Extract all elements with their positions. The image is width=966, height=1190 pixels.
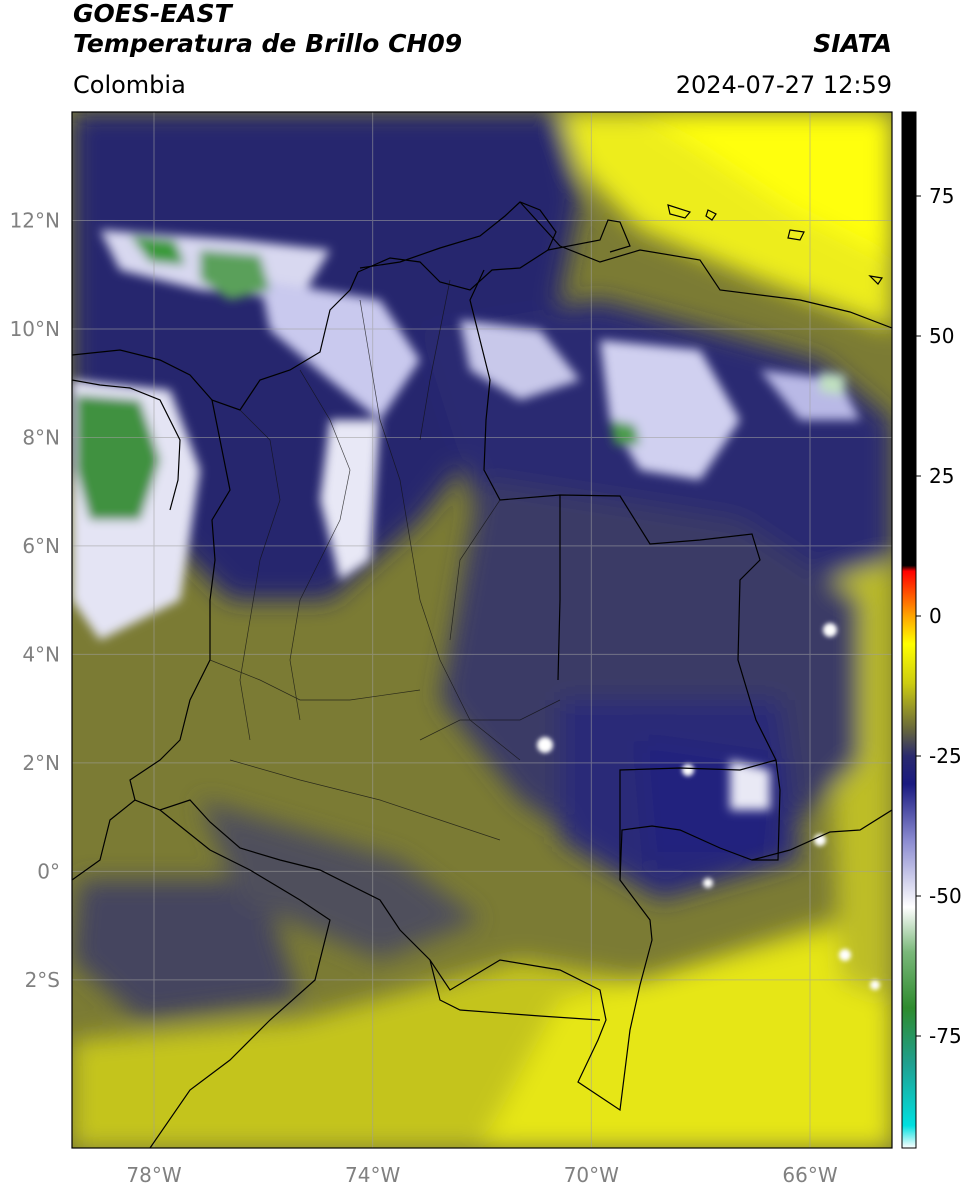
timestamp-label: 2024-07-27 12:59 — [675, 71, 892, 99]
lat-tick-label: 6°N — [22, 534, 60, 558]
product-title: GOES-EAST — [73, 0, 232, 28]
colorbar-tick-label: -25 — [929, 744, 962, 768]
latitude-ticks: 12°N 10°N 8°N 6°N 4°N 2°N 0° 2°S — [10, 208, 60, 991]
lon-tick-label: 74°W — [345, 1163, 400, 1187]
colorbar-tick-label: -75 — [929, 1024, 962, 1048]
colorbar-ticks: 75 50 25 0 -25 -50 -75 — [916, 184, 962, 1048]
lat-tick-label: 0° — [37, 859, 60, 883]
colorbar-tick-label: 75 — [929, 184, 954, 208]
colorbar-tick-label: 0 — [929, 604, 942, 628]
lon-tick-label: 70°W — [564, 1163, 619, 1187]
colorbar: 75 50 25 0 -25 -50 -75 — [901, 111, 962, 1149]
region-label: Colombia — [73, 71, 186, 99]
colorbar-gradient — [902, 112, 916, 1148]
country-borders — [72, 201, 892, 1148]
product-subtitle: Temperatura de Brillo CH09 — [73, 29, 463, 58]
map-frame — [71, 111, 893, 1149]
longitude-ticks: 78°W 74°W 70°W 66°W — [126, 1163, 837, 1187]
department-borders — [209, 279, 561, 841]
lat-tick-label: 10°N — [10, 317, 60, 341]
colorbar-tick-label: 50 — [929, 324, 954, 348]
colorbar-tick-label: 25 — [929, 464, 954, 488]
organization-label: SIATA — [813, 29, 892, 58]
colorbar-tick-label: -50 — [929, 884, 962, 908]
lat-tick-label: 2°N — [22, 751, 60, 775]
lat-tick-label: 4°N — [22, 642, 60, 666]
lon-tick-label: 78°W — [126, 1163, 181, 1187]
satellite-field — [72, 112, 892, 1148]
lat-tick-label: 12°N — [10, 208, 60, 232]
lon-tick-label: 66°W — [782, 1163, 837, 1187]
lat-tick-label: 2°S — [25, 968, 60, 992]
lat-tick-label: 8°N — [22, 425, 60, 449]
